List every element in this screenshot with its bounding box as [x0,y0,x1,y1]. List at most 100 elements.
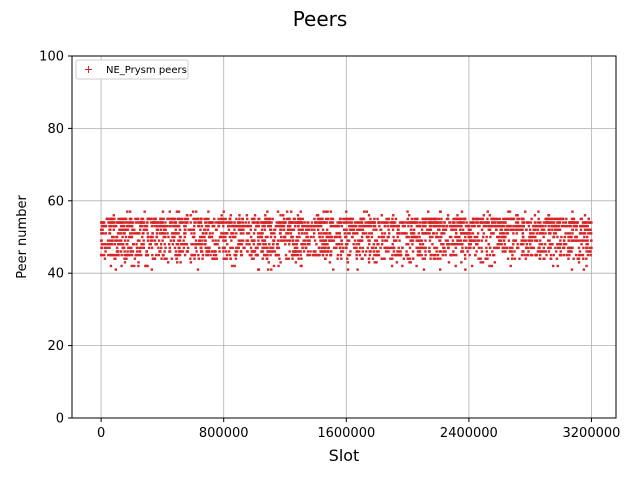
data-point [214,239,217,242]
data-point [219,221,222,224]
data-point [204,224,208,228]
data-point [174,253,177,257]
data-point [323,246,326,250]
data-point [161,210,165,213]
data-point [309,235,313,239]
data-point [361,232,365,235]
data-point [434,221,437,224]
data-point [506,232,510,235]
data-point [455,253,458,257]
data-point [128,217,132,221]
data-point [329,235,333,239]
data-point [117,243,120,246]
data-point [195,250,198,253]
data-point [290,235,293,239]
data-point [392,250,396,253]
data-point [473,224,476,228]
data-point [438,250,441,253]
data-point [295,235,299,239]
data-point [514,224,518,228]
data-point [503,243,507,246]
data-point [314,253,317,257]
data-point [575,228,578,231]
data-point [435,235,438,239]
data-point [530,232,533,235]
data-point [325,232,328,235]
data-point [327,246,331,250]
data-point [387,217,390,221]
data-point [313,217,316,221]
data-point [393,221,397,224]
data-point [464,257,467,260]
data-point [462,239,466,242]
data-point [316,228,320,231]
data-point [440,243,443,246]
data-point [436,257,440,260]
data-point [381,232,384,235]
data-point [586,239,589,242]
data-point [106,243,110,246]
data-point [570,250,573,253]
data-point [105,246,109,250]
data-point [469,239,472,242]
data-point [296,214,300,217]
data-point [555,224,558,228]
data-point [189,228,192,231]
data-point [488,264,491,268]
data-point [199,228,202,231]
data-point [211,221,214,224]
data-point [514,221,518,224]
data-point [160,246,163,250]
data-point [234,250,237,253]
data-point [479,257,482,260]
data-point [348,232,351,235]
data-point [197,221,200,224]
data-point [151,232,154,235]
data-point [362,224,366,228]
data-point [421,243,425,246]
data-point [230,224,233,228]
data-point [524,257,528,260]
data-point [307,221,310,224]
data-point [148,243,151,246]
data-point [537,217,540,221]
data-point [522,217,525,221]
data-point [474,221,478,224]
data-point [263,253,266,257]
data-point [528,235,531,239]
data-point [235,217,238,221]
data-point [270,221,273,224]
data-point [329,239,333,242]
data-point [361,228,365,231]
data-point [384,221,388,224]
data-point [428,235,432,239]
data-point [417,232,421,235]
data-point [330,217,333,221]
data-point [556,228,559,231]
data-point [193,224,196,228]
data-point [323,243,327,246]
data-point [252,257,255,260]
data-point [572,217,576,221]
data-point [290,228,293,231]
data-point [572,239,575,242]
data-point [103,246,107,250]
data-point [206,228,210,231]
data-point [119,243,123,246]
data-point [457,243,460,246]
data-point [502,224,506,228]
data-point [123,217,126,221]
data-point [520,228,523,231]
data-point [122,221,125,224]
data-point [135,253,138,257]
data-point [302,250,306,253]
data-point [116,250,120,253]
data-point [134,217,137,221]
data-point [126,210,129,213]
data-point [435,246,439,250]
data-point [142,228,145,231]
data-point [493,224,497,228]
data-point [109,264,113,268]
data-point [254,228,257,231]
data-point [274,224,278,228]
